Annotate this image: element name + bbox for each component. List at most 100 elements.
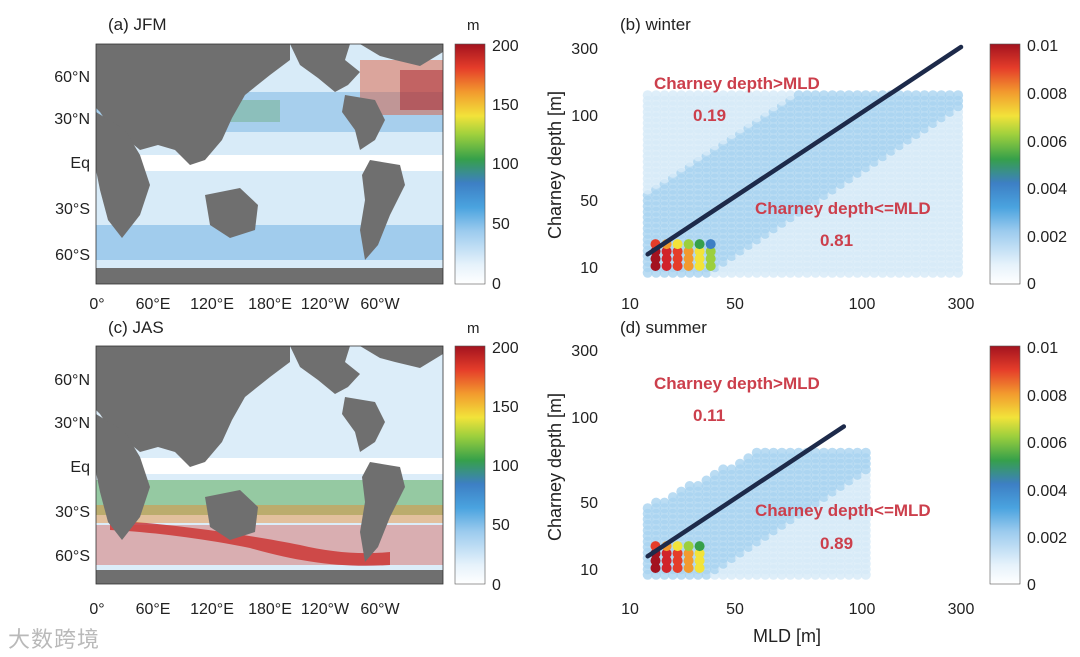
lat-tick-labels: 60°N 30°N Eq 30°S 60°S	[54, 69, 90, 264]
density-point	[936, 90, 947, 101]
annotation-below: Charney depth<=MLD	[755, 199, 931, 218]
annotation-above: Charney depth>MLD	[654, 374, 820, 393]
svg-text:100: 100	[492, 458, 519, 475]
density-peak-point	[650, 261, 661, 271]
x-axis-ticks: 10 50 100 300	[621, 601, 974, 618]
density-point	[835, 447, 846, 458]
density-point	[785, 447, 796, 458]
colorbar-a: m 200 150 100 50 0	[454, 17, 519, 293]
density-peak-point	[661, 246, 672, 257]
svg-text:10: 10	[580, 260, 598, 277]
annotation-below: Charney depth<=MLD	[755, 501, 931, 520]
density-point	[642, 90, 653, 101]
density-point	[718, 464, 729, 475]
lon-tick-labels: 0° 60°E 120°E 180°E 120°W 60°W	[89, 601, 400, 618]
svg-text:0.008: 0.008	[1027, 86, 1067, 103]
svg-text:0°: 0°	[89, 601, 104, 618]
density-peak-point	[650, 253, 661, 264]
density-point	[827, 90, 838, 101]
svg-text:0.01: 0.01	[1027, 340, 1058, 357]
svg-text:60°E: 60°E	[136, 296, 171, 313]
density-peak-point	[694, 563, 705, 573]
density-point	[667, 90, 678, 101]
density-point	[676, 90, 687, 101]
y-axis-label: Charney depth [m]	[545, 91, 565, 239]
density-peak-point	[672, 563, 683, 573]
y-axis-ticks: 300 100 50 10	[571, 41, 598, 277]
density-point	[651, 90, 662, 101]
panel-title: (d) summer	[620, 318, 707, 337]
fraction-above: 0.11	[693, 406, 725, 425]
annotation-above: Charney depth>MLD	[654, 74, 820, 93]
svg-text:300: 300	[948, 601, 975, 618]
svg-text:180°E: 180°E	[248, 296, 292, 313]
svg-text:60°W: 60°W	[360, 601, 400, 618]
panel-title: (b) winter	[620, 15, 691, 34]
density-peak-point	[694, 253, 705, 264]
svg-text:50: 50	[492, 517, 510, 534]
density-point	[911, 90, 922, 101]
density-point	[860, 90, 871, 101]
density-peak-point	[672, 548, 683, 559]
density-point	[651, 497, 662, 508]
density-peak-point	[683, 246, 694, 257]
density-peak-point	[672, 261, 683, 271]
svg-text:300: 300	[571, 343, 598, 360]
density-peak-point	[694, 541, 705, 552]
svg-text:0: 0	[1027, 276, 1036, 293]
density-point	[835, 90, 846, 101]
density-point	[751, 447, 762, 458]
density-point	[776, 447, 787, 458]
colorbar-b: 0.01 0.008 0.006 0.004 0.002 0	[989, 38, 1067, 293]
fraction-below: 0.89	[820, 534, 853, 553]
density-point	[810, 447, 821, 458]
density-point	[726, 90, 737, 101]
svg-text:30°S: 30°S	[55, 504, 90, 521]
density-peak-point	[683, 563, 694, 573]
density-peak-point	[661, 563, 672, 573]
density-point	[844, 90, 854, 101]
fraction-above: 0.19	[693, 106, 726, 125]
density-point	[894, 90, 905, 101]
density-core	[650, 541, 705, 573]
svg-text:60°S: 60°S	[55, 548, 90, 565]
svg-text:10: 10	[580, 562, 598, 579]
svg-text:300: 300	[571, 41, 598, 58]
density-point	[760, 90, 771, 101]
density-point	[701, 90, 712, 101]
density-point	[768, 90, 779, 101]
density-peak-point	[672, 541, 683, 552]
map-panel-c: (c) JAS 60°N 30°N Eq 30°S 60°S	[54, 318, 519, 618]
panel-title: (a) JFM	[108, 15, 167, 34]
density-point	[852, 447, 863, 458]
map-panel-a: (a) JFM 60°N 30°N Eq 30°S 60°S	[54, 15, 519, 313]
density-point	[810, 90, 821, 101]
density-point	[818, 90, 829, 101]
density-peak-point	[705, 246, 716, 257]
density-peak-point	[650, 563, 661, 573]
density-peak-point	[705, 261, 716, 271]
density-peak-point	[694, 246, 705, 257]
colorbar-c: m 200 150 100 50 0	[454, 320, 519, 594]
svg-text:0.006: 0.006	[1027, 134, 1067, 151]
svg-text:50: 50	[492, 216, 510, 233]
density-point	[844, 447, 854, 458]
density-point	[818, 447, 829, 458]
svg-text:50: 50	[726, 601, 744, 618]
svg-text:60°W: 60°W	[360, 296, 400, 313]
svg-text:180°E: 180°E	[248, 601, 292, 618]
density-peak-point	[661, 555, 672, 566]
equator-gap	[96, 458, 443, 474]
svg-text:m: m	[467, 320, 480, 337]
svg-text:50: 50	[726, 296, 744, 313]
svg-text:30°N: 30°N	[54, 111, 90, 128]
density-point	[768, 447, 779, 458]
density-point	[902, 90, 913, 101]
colorbar-d: 0.01 0.008 0.006 0.004 0.002 0	[989, 340, 1067, 594]
density-peak-point	[694, 555, 705, 566]
density-peak-point	[661, 253, 672, 264]
density-point	[927, 90, 938, 101]
svg-text:60°N: 60°N	[54, 69, 90, 86]
density-peak-point	[683, 253, 694, 264]
